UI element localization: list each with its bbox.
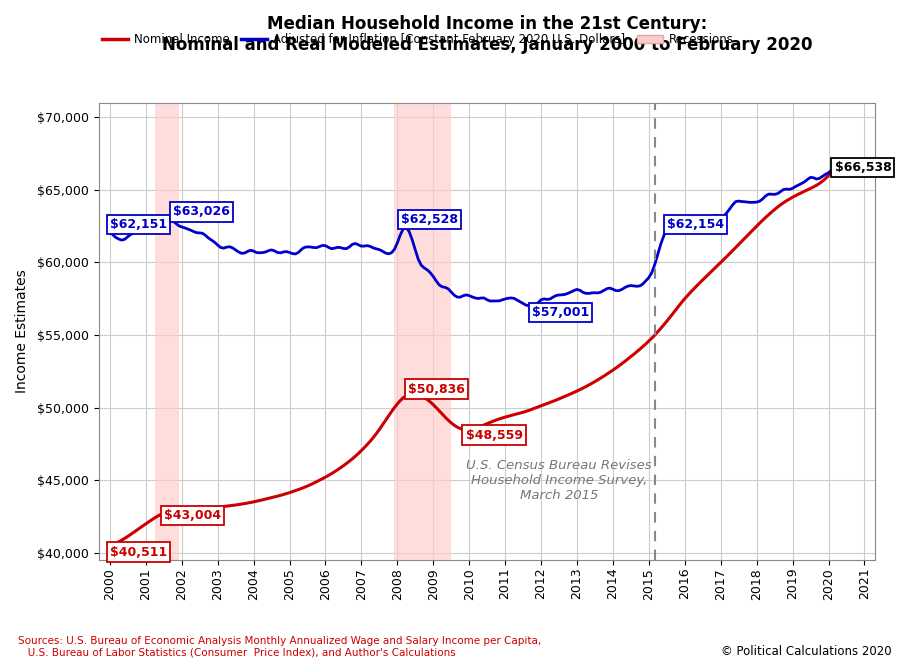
Y-axis label: Income Estimates: Income Estimates bbox=[15, 270, 29, 393]
Text: U.S. Census Bureau Revises
Household Income Survey,
March 2015: U.S. Census Bureau Revises Household Inc… bbox=[466, 459, 652, 502]
Text: $62,154: $62,154 bbox=[667, 218, 724, 231]
Text: $48,559: $48,559 bbox=[466, 428, 522, 442]
Bar bbox=[155, 102, 179, 561]
Text: $63,026: $63,026 bbox=[173, 206, 229, 218]
Text: $66,538: $66,538 bbox=[834, 161, 891, 174]
Legend: Nominal Income, Adjusted for Inflation [Constant February 2020 U.S. Dollars], Re: Nominal Income, Adjusted for Inflation [… bbox=[97, 28, 739, 51]
Text: $62,528: $62,528 bbox=[401, 213, 458, 225]
Text: $43,004: $43,004 bbox=[164, 510, 221, 522]
Bar bbox=[394, 102, 451, 561]
Title: Median Household Income in the 21st Century:
Nominal and Real Modeled Estimates,: Median Household Income in the 21st Cent… bbox=[162, 15, 813, 54]
Text: Sources: U.S. Bureau of Economic Analysis Monthly Annualized Wage and Salary Inc: Sources: U.S. Bureau of Economic Analysi… bbox=[18, 636, 541, 658]
Text: $40,511: $40,511 bbox=[110, 545, 167, 559]
Text: $57,001: $57,001 bbox=[532, 306, 590, 319]
Text: © Political Calculations 2020: © Political Calculations 2020 bbox=[721, 644, 892, 658]
Text: $62,151: $62,151 bbox=[110, 218, 167, 231]
Text: $50,836: $50,836 bbox=[408, 383, 465, 395]
